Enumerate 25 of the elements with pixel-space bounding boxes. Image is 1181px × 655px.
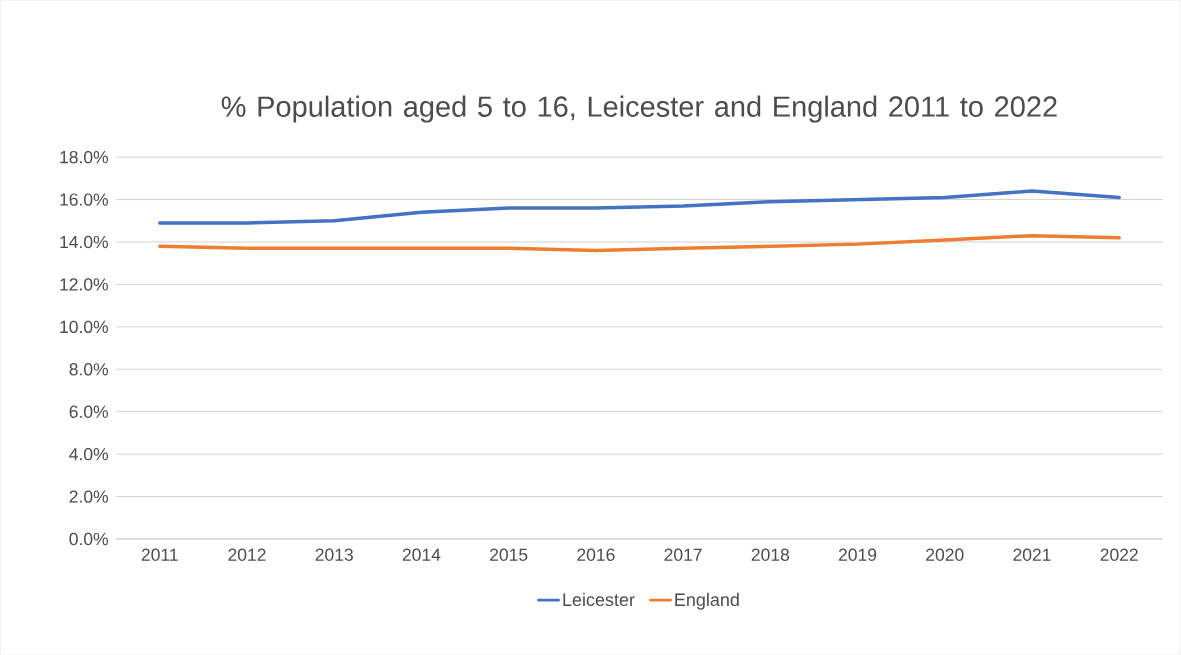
y-tick-label: 12.0% xyxy=(60,278,109,291)
y-tick-label: 10.0% xyxy=(60,320,109,333)
y-tick-label: 16.0% xyxy=(60,193,109,206)
x-tick-label: 2018 xyxy=(751,548,790,561)
y-tick-label: 4.0% xyxy=(69,447,109,461)
chart-title: % Population aged 5 to 16, Leicester and England 2011 to 2022 xyxy=(221,95,1057,123)
x-tick-label: 2014 xyxy=(402,548,441,561)
y-tick-label: 14.0% xyxy=(60,235,109,249)
x-tick-label: 2020 xyxy=(926,548,964,561)
y-tick-label: 18.0% xyxy=(60,150,109,164)
y-tick-label: 2.0% xyxy=(69,490,109,503)
x-tick-label: 2013 xyxy=(315,548,353,561)
y-tick-label: 0.0% xyxy=(69,532,109,546)
y-tick-label: 8.0% xyxy=(69,363,109,376)
x-tick-label: 2022 xyxy=(1100,548,1138,561)
x-tick-label: 2019 xyxy=(838,548,877,561)
legend-label: Leicester xyxy=(563,592,635,606)
x-tick-label: 2011 xyxy=(141,548,178,561)
y-tick-label: 6.0% xyxy=(69,405,109,418)
x-tick-label: 2012 xyxy=(228,548,266,561)
x-tick-label: 2021 xyxy=(1013,548,1051,561)
x-tick-label: 2017 xyxy=(664,548,702,561)
x-tick-label: 2015 xyxy=(490,548,528,561)
x-tick-label: 2016 xyxy=(577,548,615,561)
legend-label: England xyxy=(675,592,739,610)
